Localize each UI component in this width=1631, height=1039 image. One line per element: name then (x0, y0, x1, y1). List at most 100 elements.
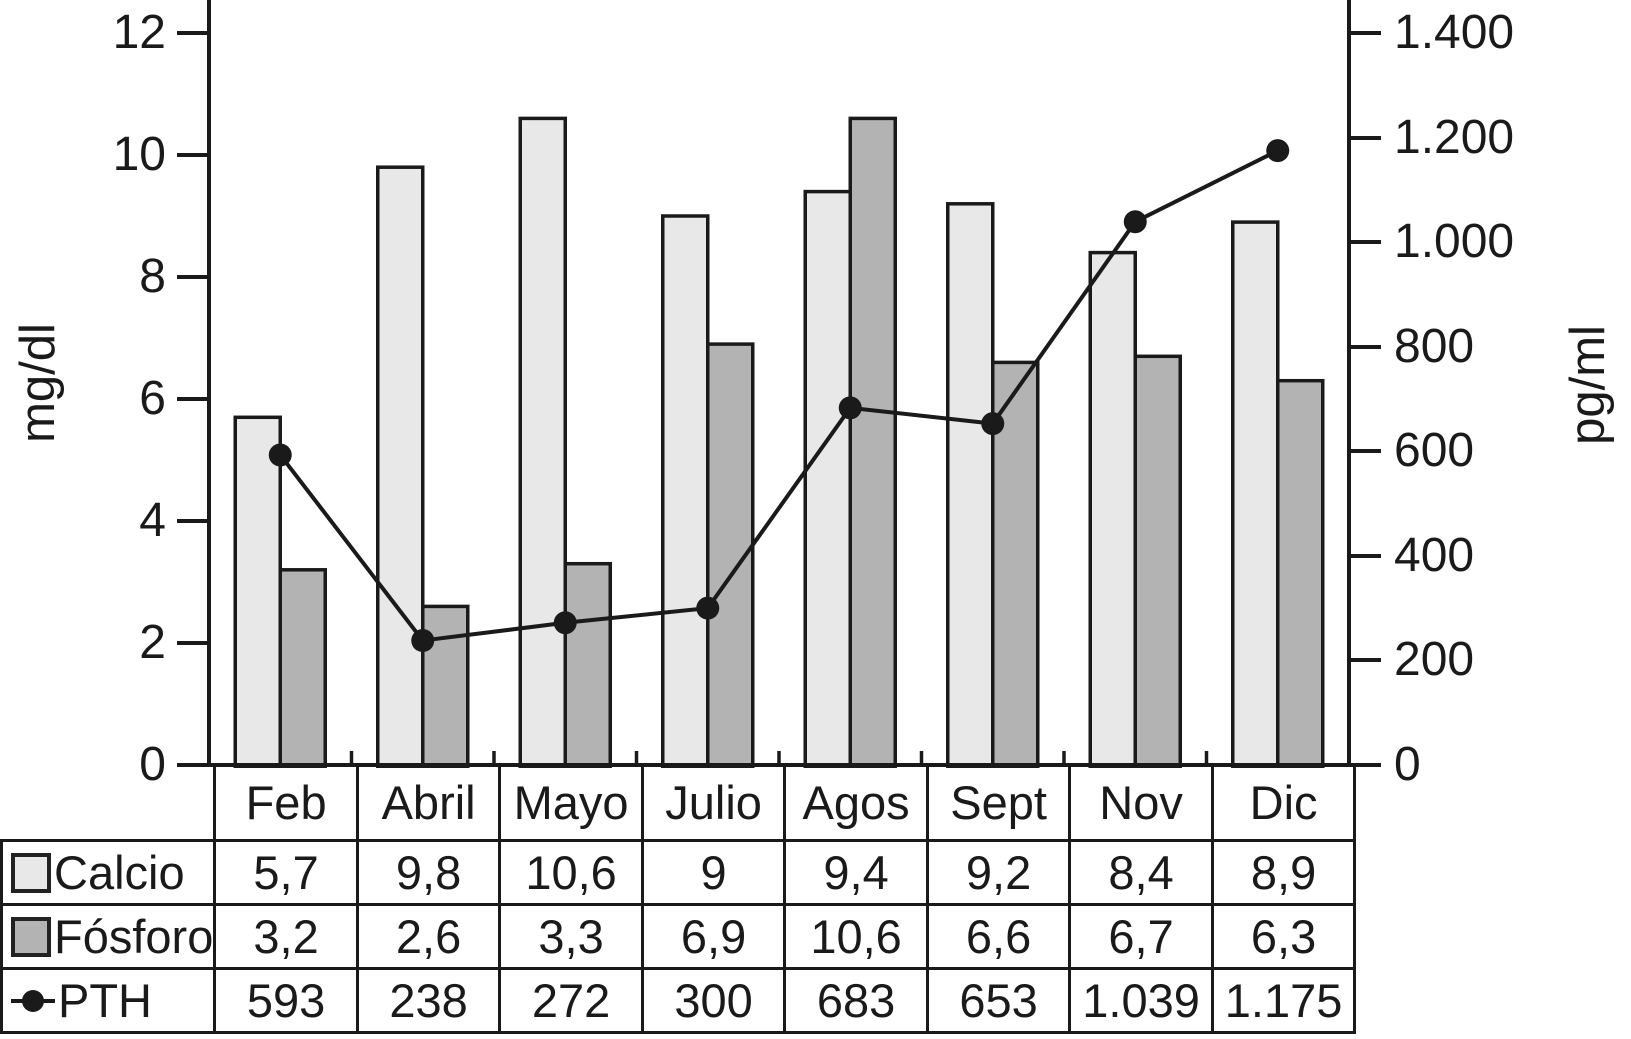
fosforo-value-cell: 6,3 (1210, 903, 1357, 970)
pth-value-cell: 238 (355, 967, 502, 1034)
left-axis-tick-label: 6 (139, 372, 166, 425)
calcio-bar (661, 214, 710, 768)
pth-value-cell: 683 (783, 967, 929, 1034)
calcio-value-cell: 10,6 (498, 839, 644, 906)
left-axis-tick-label: 10 (112, 128, 166, 181)
pth-point (838, 396, 862, 420)
right-axis-tick-label: 200 (1394, 633, 1475, 687)
fosforo-bar (563, 561, 612, 768)
fosforo-bar (1133, 354, 1182, 768)
left-axis-tick-label: 4 (139, 494, 166, 547)
legend-label-pth: PTH (58, 974, 152, 1027)
calcio-bar (518, 116, 567, 768)
calcio-bar (1088, 250, 1137, 768)
legend-cell-fosforo: Fósforo (0, 903, 217, 970)
calcio-value-cell: 9 (640, 839, 787, 906)
right-axis-tick-label: 1.400 (1394, 6, 1515, 59)
legend-label-fosforo: Fósforo (54, 910, 214, 963)
right-axis-tick (1351, 135, 1381, 140)
left-axis-tick (177, 763, 207, 767)
calcio-bar (946, 202, 995, 768)
month-header-cell: Mayo (498, 763, 644, 842)
fosforo-bar (278, 568, 327, 768)
pth-point (1123, 210, 1147, 234)
calcio-value-cell: 9,4 (783, 839, 929, 906)
calcio-value-cell: 8,4 (1068, 839, 1214, 906)
calcio-value-cell: 9,8 (355, 839, 502, 906)
right-axis-tick (1351, 344, 1381, 349)
fosforo-value-cell: 3,3 (498, 903, 644, 970)
pth-value-cell: 272 (498, 967, 644, 1034)
right-axis-tick (1351, 31, 1381, 35)
pth-value-cell: 300 (640, 967, 787, 1034)
pth-point (1266, 139, 1290, 163)
legend-entry-pth: PTH (5, 973, 212, 1028)
legend-label-calcio: Calcio (54, 846, 185, 899)
right-axis-tick-label: 600 (1394, 424, 1475, 478)
pth-value-cell: 1.039 (1068, 967, 1214, 1034)
pth-value-cell: 653 (925, 967, 1072, 1034)
right-axis-tick (1351, 658, 1381, 663)
left-axis-tick (177, 397, 207, 401)
left-axis-tick-label: 12 (112, 6, 166, 59)
fosforo-swatch-icon (11, 916, 51, 957)
category-boundary-tick (492, 751, 496, 765)
legend-cell-pth: PTH (0, 967, 217, 1034)
category-boundary-tick (634, 751, 639, 765)
left-axis-tick-label: 8 (139, 250, 166, 303)
right-axis-tick-label: 1.000 (1394, 215, 1515, 269)
left-axis-line (207, 0, 211, 767)
data-table: Feb Abril Mayo Julio Agos Sept Nov Dic Calcio 5,7… (0, 763, 1357, 1034)
left-axis-tick (177, 519, 207, 523)
pth-value-cell: 1.175 (1210, 967, 1357, 1034)
calcio-bar (803, 189, 852, 768)
pth-point (411, 629, 435, 653)
category-boundary-tick (777, 751, 781, 765)
fosforo-value-cell: 6,6 (925, 903, 1072, 970)
table-corner-cell (2, 765, 215, 841)
pth-point (696, 596, 720, 620)
fosforo-bar (1276, 378, 1325, 768)
pth-line (278, 148, 1279, 643)
calcio-bar (376, 165, 425, 768)
calcio-value-cell: 5,7 (213, 839, 359, 906)
fosforo-bar (848, 116, 897, 768)
legend-entry-calcio: Calcio (5, 845, 212, 900)
category-boundary-tick (919, 751, 924, 765)
right-axis-line (1347, 0, 1351, 767)
fosforo-bar (421, 604, 470, 768)
category-boundary-tick (349, 751, 354, 765)
left-axis-tick-label: 0 (139, 738, 166, 791)
plot-area (233, 116, 1325, 768)
left-axis-tick (177, 641, 207, 645)
month-header-cell: Agos (783, 763, 929, 842)
month-header-cell: Nov (1068, 763, 1214, 842)
calcio-value-cell: 8,9 (1210, 839, 1357, 906)
month-header-cell: Feb (213, 763, 359, 842)
month-header-cell: Sept (925, 763, 1072, 842)
pth-value-cell: 593 (213, 967, 359, 1034)
fosforo-value-cell: 3,2 (213, 903, 359, 970)
right-axis-tick (1351, 553, 1381, 558)
calcio-bar (233, 415, 282, 768)
right-axis-tick-label: 0 (1394, 738, 1421, 791)
pth-line-marker-icon (11, 981, 55, 1021)
category-boundary-tick (1204, 751, 1209, 765)
fosforo-value-cell: 6,9 (640, 903, 787, 970)
right-axis-tick-label: 1.200 (1394, 110, 1515, 164)
category-boundary-tick (1062, 751, 1066, 765)
legend-cell-calcio: Calcio (0, 839, 217, 906)
left-axis-tick (177, 275, 207, 279)
right-axis-tick (1351, 240, 1381, 245)
left-axis-tick (177, 153, 207, 157)
right-axis-tick (1351, 763, 1381, 767)
legend-entry-fosforo: Fósforo (5, 909, 214, 964)
calcio-bar (1231, 220, 1280, 768)
calcio-value-cell: 9,2 (925, 839, 1072, 906)
right-axis-tick (1351, 449, 1381, 454)
left-axis-tick-label: 2 (139, 616, 166, 669)
pth-point (981, 412, 1005, 436)
left-axis-tick (177, 31, 207, 35)
right-axis-tick-label: 400 (1394, 528, 1475, 582)
